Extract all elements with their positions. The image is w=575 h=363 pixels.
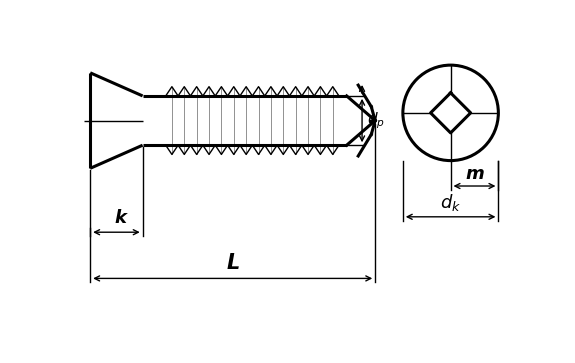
Text: m: m [465,165,484,183]
Text: L: L [226,253,239,273]
Text: $d_k$: $d_k$ [440,192,461,213]
Text: k: k [114,209,126,227]
Text: $d_p$: $d_p$ [367,110,385,131]
